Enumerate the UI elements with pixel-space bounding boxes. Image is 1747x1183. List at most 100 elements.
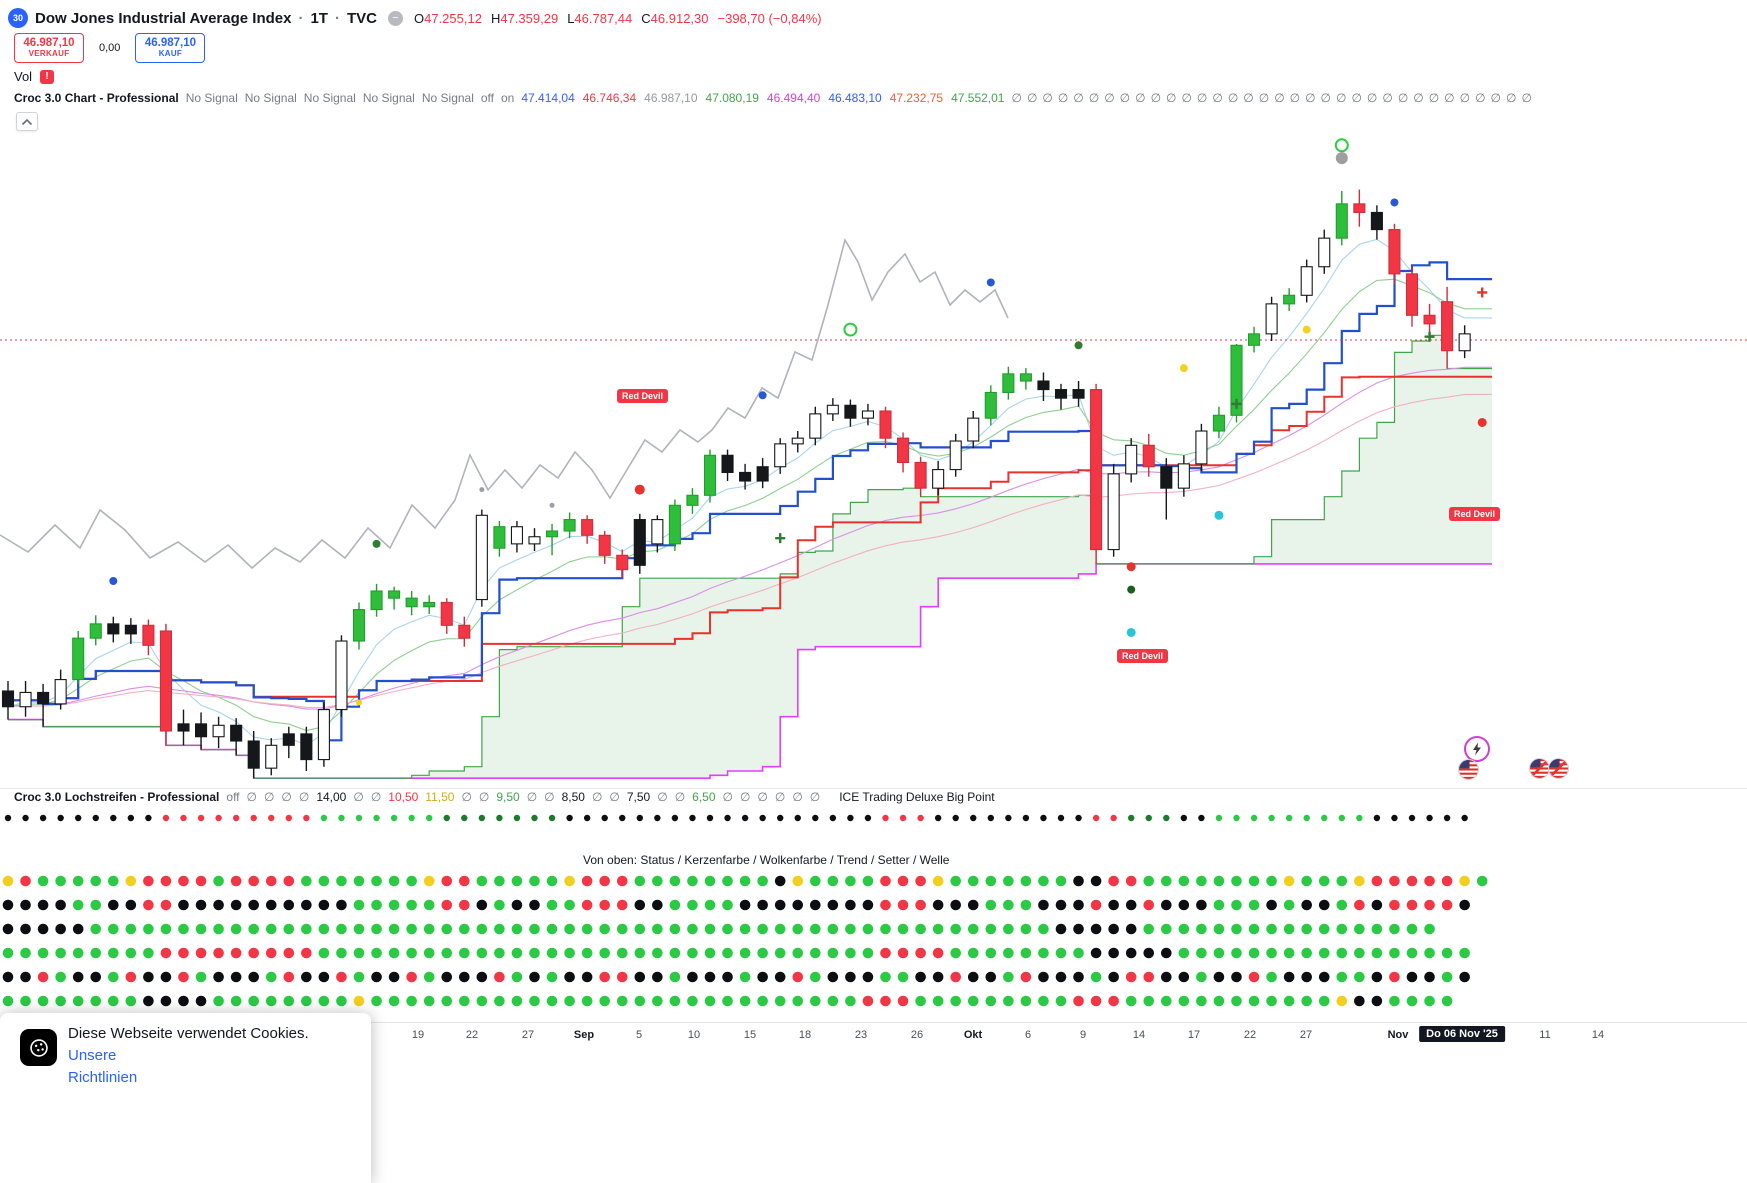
empty-value: ∅ [1181, 91, 1192, 105]
tape-dot [1406, 875, 1418, 887]
tape-dot [652, 995, 663, 1007]
tape-dot [195, 875, 207, 887]
candle-body [1142, 444, 1155, 468]
tape-dot [1108, 899, 1119, 911]
tape-dot [496, 814, 503, 822]
us-flag-disabled-icon[interactable] [1529, 758, 1550, 779]
timeframe[interactable]: 1T [310, 9, 328, 27]
candle-body [1300, 266, 1313, 296]
tape-dot [37, 923, 49, 935]
candle-body [1037, 380, 1050, 391]
tape-dot [1198, 814, 1205, 822]
high-label: H [490, 10, 501, 26]
tape-dot [1266, 875, 1277, 887]
tape-dot [757, 899, 768, 911]
tape-dot [371, 971, 382, 983]
tape-dot [599, 899, 610, 911]
indicator-title[interactable]: Croc 3.0 Lochstreifen - Professional [14, 790, 220, 804]
tape-dot [1020, 995, 1032, 1007]
tape-dot [880, 899, 891, 911]
candle-body [896, 437, 910, 463]
tape-dot [774, 995, 786, 1007]
candle-body [686, 494, 699, 506]
indicator-value: 46.987,10 [644, 91, 698, 105]
tape-dot [1022, 814, 1030, 822]
symbol-title[interactable]: Dow Jones Industrial Average Index [35, 9, 292, 27]
symbol-logo[interactable]: 30 [8, 8, 28, 28]
tape-dot [1441, 899, 1453, 911]
tape-dot [1371, 971, 1383, 983]
tape-dot [1441, 875, 1453, 887]
tape-dot [1020, 875, 1032, 887]
indicator-value: 47.414,04 [521, 91, 575, 105]
empty-value: ∅ [1397, 91, 1409, 105]
candle-body [774, 443, 787, 468]
candle-body [1353, 203, 1366, 213]
candle-body [844, 404, 857, 419]
indicator-value: 46.483,10 [828, 91, 882, 105]
indicator-empty-values: ∅ ∅ ∅ ∅ ∅ ∅ ∅ ∅ ∅ ∅ ∅ ∅ ∅ ∅ ∅ ∅ ∅ ∅ ∅ ∅ ∅ ∅ ∅ ∅ ∅ ∅ ∅ ∅ ∅ ∅ ∅ ∅ ∅ ∅ [1011, 91, 1531, 105]
tape-dot [1143, 875, 1155, 887]
tape-dot [724, 814, 731, 822]
us-flag-disabled-icon[interactable] [1548, 758, 1569, 779]
tape-dot [950, 923, 961, 935]
tape-dot [1424, 995, 1435, 1007]
sell-button[interactable]: 46.987,10 VERKAUF [14, 33, 84, 63]
tape-dot [669, 923, 681, 935]
tape-value: ∅ [609, 790, 620, 804]
tape-dot [230, 875, 242, 887]
tape-dot [1073, 899, 1084, 911]
tape-dot [37, 875, 49, 887]
tape-dot [581, 899, 593, 911]
tape-dot [1441, 947, 1453, 959]
candle-body [1335, 203, 1348, 239]
time-axis-label: 26 [910, 1029, 924, 1041]
tape-dot [810, 947, 821, 959]
tape-dot [1283, 875, 1295, 887]
tape-dot [864, 814, 872, 822]
tape-dot [1055, 995, 1067, 1007]
tape-dot [1318, 971, 1330, 983]
candle-body [914, 461, 927, 489]
candle-body [177, 723, 190, 732]
tape-dot [1424, 947, 1435, 959]
boost-lightning-icon[interactable] [1464, 736, 1490, 762]
tape-dot [564, 971, 575, 983]
warning-icon[interactable]: ! [40, 69, 55, 84]
tape-dot [687, 971, 698, 983]
minus-icon[interactable]: − [387, 10, 403, 26]
tape-dot [601, 814, 608, 822]
tape-dot [143, 971, 154, 983]
tape-dot [862, 923, 874, 935]
dot-marker [758, 391, 767, 400]
tape-dot [1459, 875, 1470, 887]
tape-dot [1196, 995, 1207, 1007]
collapse-pane-button[interactable] [16, 112, 38, 131]
lightning-bolt-icon [1473, 742, 1481, 756]
tape-dot [1125, 899, 1137, 911]
tape-dot [1371, 947, 1383, 959]
tape-dot [1354, 875, 1365, 887]
tape-dot [248, 947, 259, 959]
tape-dot [213, 923, 224, 935]
tape-dot [687, 875, 698, 887]
tape-dot [634, 947, 646, 959]
candle-body [1248, 333, 1261, 346]
tape-dot [1406, 923, 1418, 935]
tape-dot [706, 814, 714, 822]
us-flag-icon[interactable] [1458, 759, 1479, 780]
tape-dot [423, 899, 435, 911]
exchange[interactable]: TVC [346, 9, 377, 27]
buy-button[interactable]: 46.987,10 KAUF [135, 33, 206, 63]
tape-dot [22, 814, 29, 822]
dot-marker [1477, 417, 1487, 427]
cookie-policy-link-part1[interactable]: Unsere [68, 1047, 117, 1064]
tape-dot [669, 995, 681, 1007]
tape-dot [987, 814, 994, 822]
tape-dot [1178, 899, 1190, 911]
indicator-title[interactable]: Croc 3.0 Chart - Professional [14, 91, 179, 105]
cookie-policy-link-part2[interactable]: Richtlinien [68, 1069, 138, 1086]
tape-value: ∅ [478, 790, 490, 804]
tape-dot [265, 899, 277, 911]
